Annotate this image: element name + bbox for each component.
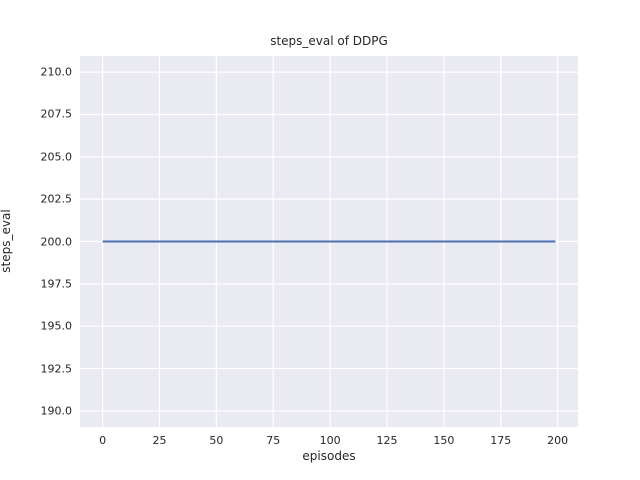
x-tick-label: 175 — [490, 434, 512, 447]
x-tick-label: 150 — [433, 434, 455, 447]
x-tick-label: 50 — [209, 434, 224, 447]
x-tick-label: 75 — [266, 434, 281, 447]
x-tick-label: 0 — [99, 434, 107, 447]
y-tick-label: 192.5 — [40, 362, 73, 376]
y-tick-label: 207.5 — [40, 107, 73, 121]
chart-title: steps_eval of DDPG — [270, 34, 388, 48]
y-tick-label: 200.0 — [40, 235, 73, 248]
x-tick-label: 200 — [547, 434, 569, 447]
plot-canvas — [80, 56, 578, 427]
y-tick-label: 190.0 — [40, 404, 73, 418]
x-tick-label: 25 — [152, 434, 167, 447]
y-axis-label: steps_eval — [0, 209, 13, 273]
y-tick-label: 210.0 — [40, 65, 73, 79]
x-tick-label: 125 — [376, 434, 398, 447]
x-tick-label: 100 — [319, 434, 341, 447]
x-axis-label: episodes — [302, 449, 356, 463]
plot-area — [80, 56, 578, 427]
y-tick-label: 197.5 — [40, 277, 73, 291]
y-tick-label: 202.5 — [40, 192, 73, 206]
y-tick-label: 205.0 — [40, 150, 73, 164]
y-tick-label: 195.0 — [40, 319, 73, 333]
